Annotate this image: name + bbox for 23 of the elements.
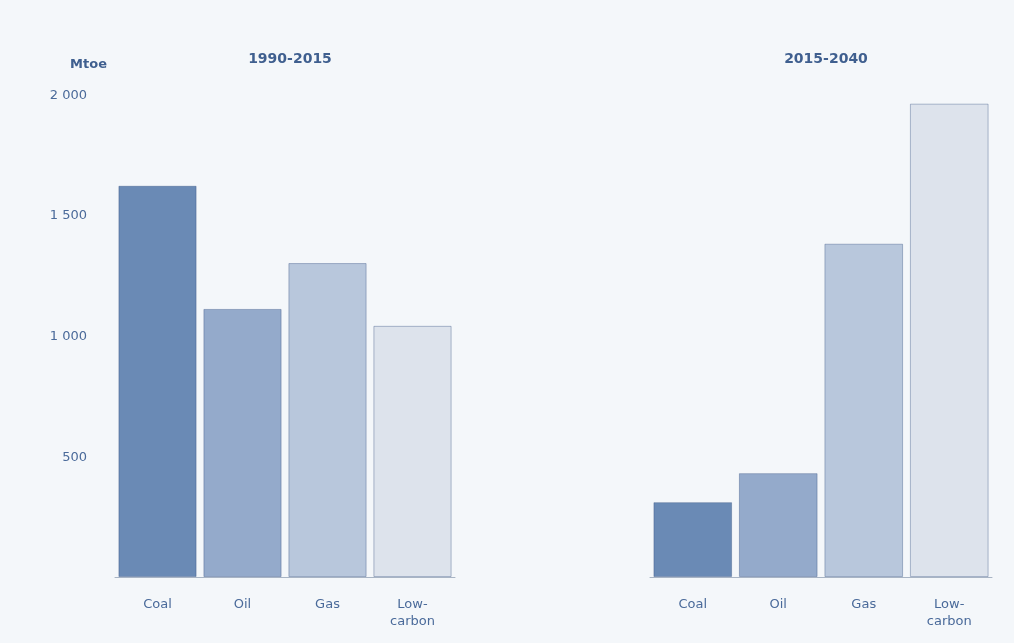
bar — [288, 263, 367, 577]
x-tick-label: Low-carbon — [926, 596, 972, 628]
y-tick-label: 500 — [62, 448, 87, 464]
bar — [203, 308, 282, 577]
bar — [118, 185, 197, 577]
x-tick-label: Coal — [678, 596, 708, 611]
x-tick-label: Oil — [233, 596, 252, 611]
y-tick-label: 1 500 — [49, 207, 87, 223]
bar — [653, 502, 733, 577]
bar — [738, 473, 818, 577]
bar — [824, 243, 904, 577]
y-tick-label: 2 000 — [49, 86, 87, 102]
x-tick-label: Low-carbon — [390, 596, 435, 628]
y-tick-label: 1 000 — [49, 328, 87, 343]
bar — [909, 103, 989, 577]
chart-title: 2015-2040 — [784, 50, 869, 66]
x-tick-label: Coal — [143, 596, 172, 611]
x-tick-label: Gas — [315, 596, 341, 611]
bar — [373, 325, 452, 577]
y-axis-title: Mtoe — [70, 56, 108, 71]
chart-title: 1990-2015 — [248, 50, 332, 66]
x-tick-label: Gas — [851, 596, 877, 611]
x-tick-label: Oil — [769, 596, 787, 611]
